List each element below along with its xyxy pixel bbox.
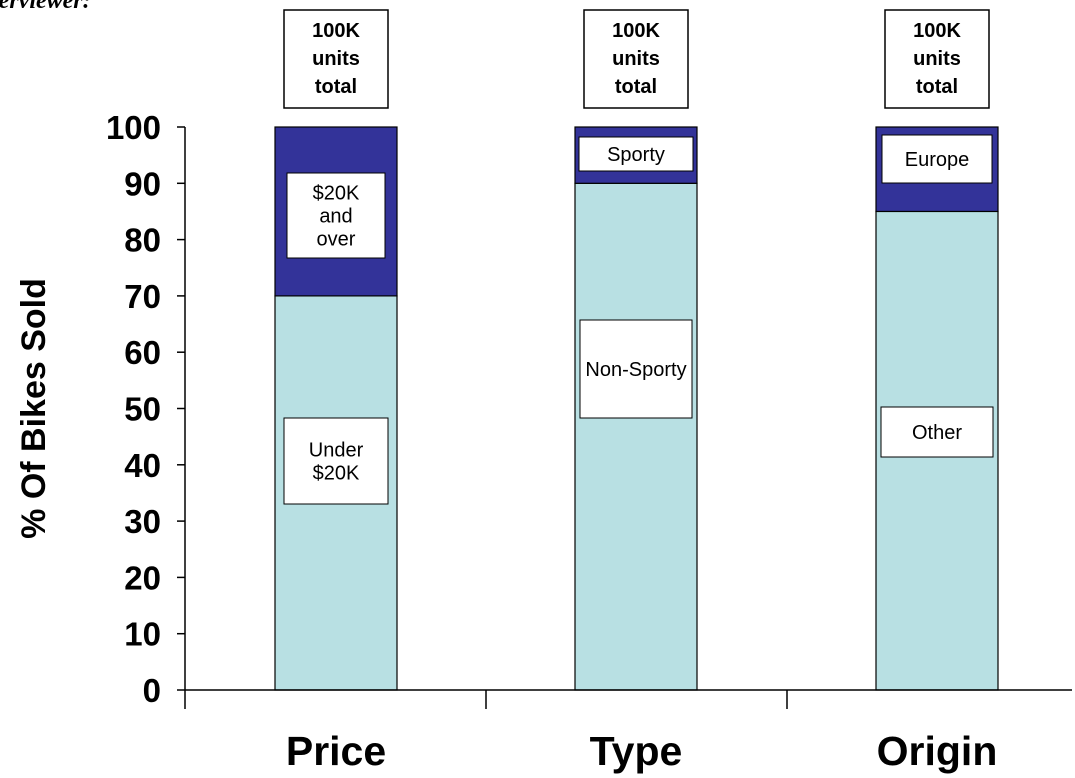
y-axis-label: % Of Bikes Sold <box>15 278 53 539</box>
total-label: 100K units total <box>312 20 360 98</box>
total-box <box>884 9 990 109</box>
total-boxes: 100K units total 100K units total 100K units tot… <box>283 9 990 109</box>
segment-label: Under $20K <box>309 440 364 485</box>
total-box <box>583 9 689 109</box>
segment-label-box <box>881 134 993 184</box>
y-tick-label: 40 <box>124 447 161 484</box>
segment-label-box <box>880 406 994 458</box>
segment-label-box <box>578 136 694 172</box>
segment-label: Europe <box>905 149 970 171</box>
segment-label: Non-Sporty <box>585 359 686 381</box>
axes <box>184 127 1072 709</box>
y-axis-title: % Of Bikes Sold <box>15 278 53 539</box>
corner-text: terviewer: <box>0 0 91 14</box>
segment-label-box <box>283 417 389 505</box>
segment-label: Other <box>912 422 962 444</box>
y-tick-label: 20 <box>124 559 161 596</box>
y-tick-label: 10 <box>124 616 161 653</box>
total-box <box>283 9 389 109</box>
segment-label: Sporty <box>607 144 665 166</box>
x-category-label: Origin <box>877 728 998 774</box>
y-tick-label: 60 <box>124 334 161 371</box>
segment-label: $20K and over <box>313 183 360 251</box>
y-tick-label: 0 <box>143 672 161 709</box>
segment-label-box <box>286 172 386 259</box>
segment-labels: Under $20K Non-Sporty Other $20K and over Sport… <box>283 134 994 505</box>
total-label: 100K units total <box>913 20 961 98</box>
category-labels: Price Type Origin <box>286 728 998 774</box>
x-category-label: Type <box>590 728 683 774</box>
y-tick-label: 90 <box>124 165 161 202</box>
segment-label-box <box>579 319 693 419</box>
total-label: 100K units total <box>612 20 660 98</box>
y-tick-label: 50 <box>124 391 161 428</box>
y-axis-ticks: 0 10 20 30 40 50 60 70 80 90 100 <box>106 109 185 709</box>
bar-segment-lower <box>574 182 698 691</box>
y-tick-label: 70 <box>124 278 161 315</box>
y-tick-label: 80 <box>124 222 161 259</box>
y-tick-label: 100 <box>106 109 161 146</box>
y-tick-label: 30 <box>124 503 161 540</box>
x-category-label: Price <box>286 728 386 774</box>
